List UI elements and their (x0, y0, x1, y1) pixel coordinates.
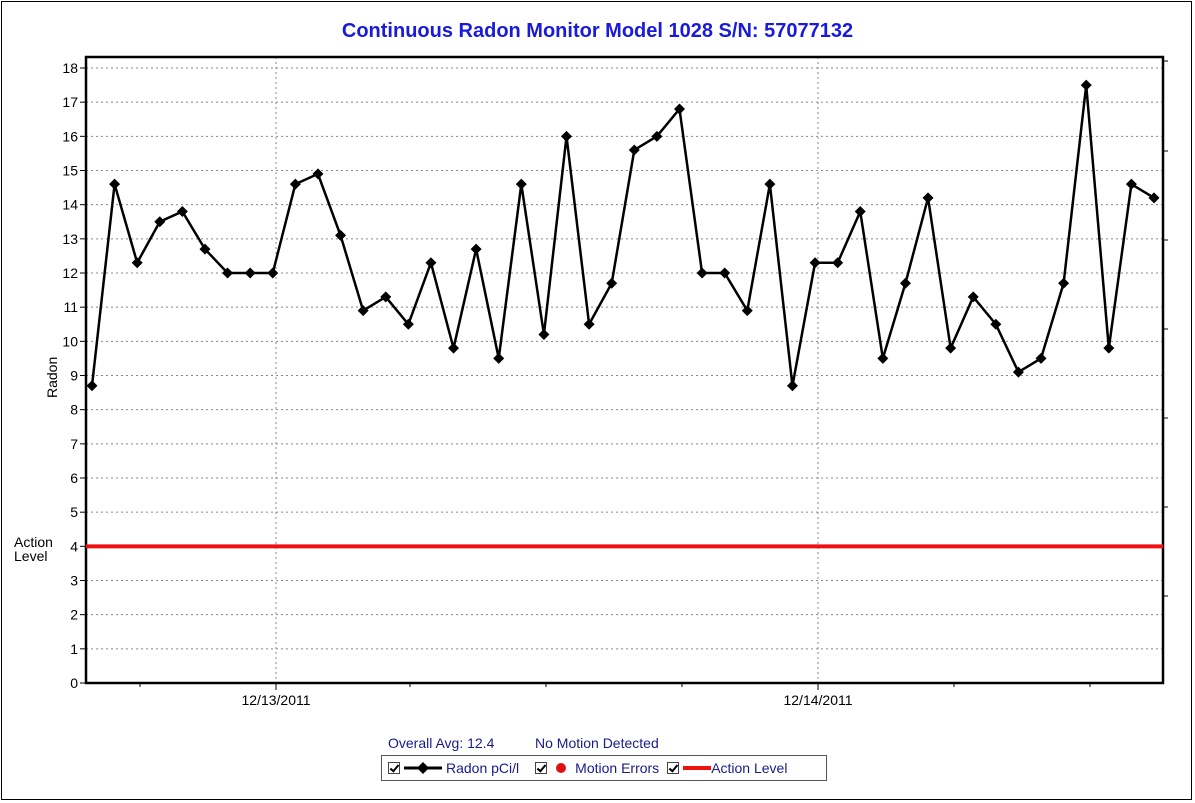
legend-label-radon: Radon pCi/l (446, 760, 520, 776)
chart-title: Continuous Radon Monitor Model 1028 S/N:… (341, 20, 854, 42)
legend-item-radon[interactable]: Radon pCi/l (388, 756, 519, 780)
y-tick-label: 15 (62, 163, 78, 179)
legend-item-action-level[interactable]: Action Level (667, 756, 787, 780)
y-tick-label: 6 (70, 470, 78, 486)
radon-data-point (719, 267, 731, 279)
y-tick-label: 17 (62, 94, 78, 110)
radon-data-point (312, 168, 324, 180)
action-level-side-line2: Level (14, 548, 48, 564)
radon-data-point (538, 329, 550, 340)
radon-data-point (199, 243, 211, 255)
radon-data-point (402, 318, 414, 330)
radon-data-point (1103, 342, 1115, 354)
radon-data-point (628, 144, 640, 156)
radon-data-point (1035, 352, 1047, 364)
radon-data-point (289, 178, 301, 190)
radon-data-point (877, 352, 889, 364)
radon-data-point (832, 257, 844, 269)
radon-checkbox[interactable] (388, 762, 400, 774)
radon-data-point (244, 267, 256, 279)
legend-label-motion-errors: Motion Errors (575, 760, 660, 776)
radon-data-point (854, 206, 866, 217)
y-tick-label: 9 (70, 368, 78, 384)
red-line-icon (683, 766, 712, 770)
y-tick-label: 16 (62, 128, 78, 144)
x-tick-label: 12/14/2011 (783, 692, 852, 708)
radon-data-point (583, 318, 595, 330)
radon-data-point (380, 291, 392, 303)
radon-data-point (357, 305, 369, 317)
radon-data-point (470, 243, 482, 255)
radon-data-point (448, 342, 460, 354)
radon-data-point (922, 192, 934, 204)
radon-data-point (741, 305, 753, 317)
radon-data-point (515, 178, 527, 190)
radon-data-point (809, 257, 821, 269)
y-tick-label: 7 (70, 436, 78, 452)
radon-data-point (651, 130, 663, 142)
radon-data-point (786, 380, 798, 392)
radon-data-point (86, 380, 98, 392)
radon-data-point (696, 267, 708, 279)
y-tick-label: 14 (62, 197, 78, 213)
radon-data-point (899, 277, 911, 289)
radon-data-point (222, 267, 234, 279)
plot-border (84, 55, 1165, 685)
legend: Radon pCi/l Motion Errors Action Level (381, 755, 827, 781)
y-tick-label: 13 (62, 231, 78, 247)
radon-data-point (673, 103, 685, 115)
radon-series-line (90, 84, 1155, 386)
y-tick-label: 2 (70, 607, 78, 623)
y-tick-label: 0 (70, 675, 78, 691)
y-tick-label: 1 (70, 641, 78, 657)
motion-status: No Motion Detected (535, 735, 659, 751)
radon-data-point (1012, 366, 1024, 378)
radon-data-point (967, 291, 979, 303)
radon-data-point (1148, 192, 1160, 204)
y-tick-label: 4 (70, 538, 78, 554)
radon-line-diamond-icon (404, 762, 442, 774)
y-tick-label: 10 (62, 333, 78, 349)
y-tick-label: 8 (70, 402, 78, 418)
y-tick-label: 12 (62, 265, 78, 281)
radon-data-point (561, 130, 573, 142)
radon-data-point (606, 277, 618, 289)
radon-data-point (1125, 178, 1137, 190)
radon-data-point (1080, 79, 1092, 91)
radon-data-point (154, 216, 166, 228)
radon-data-point (131, 257, 143, 269)
y-tick-label: 5 (70, 504, 78, 520)
y-tick-label: 11 (63, 299, 78, 315)
radon-data-point (764, 178, 776, 190)
radon-data-point (990, 318, 1002, 330)
radon-data-point (425, 257, 437, 269)
radon-data-point (109, 178, 121, 190)
red-dot-icon (556, 763, 567, 773)
y-tick-label: 3 (70, 573, 78, 589)
y-axis-label: Radon (44, 356, 60, 398)
radon-data-point (335, 229, 347, 241)
radon-data-point (267, 267, 279, 279)
radon-data-point (493, 352, 505, 364)
y-tick-label: 18 (62, 60, 78, 76)
radon-data-point (176, 206, 188, 217)
legend-item-motion-errors[interactable]: Motion Errors (535, 756, 659, 780)
action-level-side-line1: Action (14, 534, 53, 550)
overall-average: Overall Avg: 12.4 (388, 735, 495, 751)
legend-label-action-level: Action Level (711, 760, 788, 776)
radon-data-point (945, 342, 957, 354)
radon-data-point (1058, 277, 1070, 289)
x-tick-label: 12/13/2011 (241, 692, 310, 708)
action-level-side-label: Action Level (14, 535, 53, 563)
motion-errors-checkbox[interactable] (535, 762, 548, 774)
action-level-checkbox[interactable] (667, 762, 680, 774)
